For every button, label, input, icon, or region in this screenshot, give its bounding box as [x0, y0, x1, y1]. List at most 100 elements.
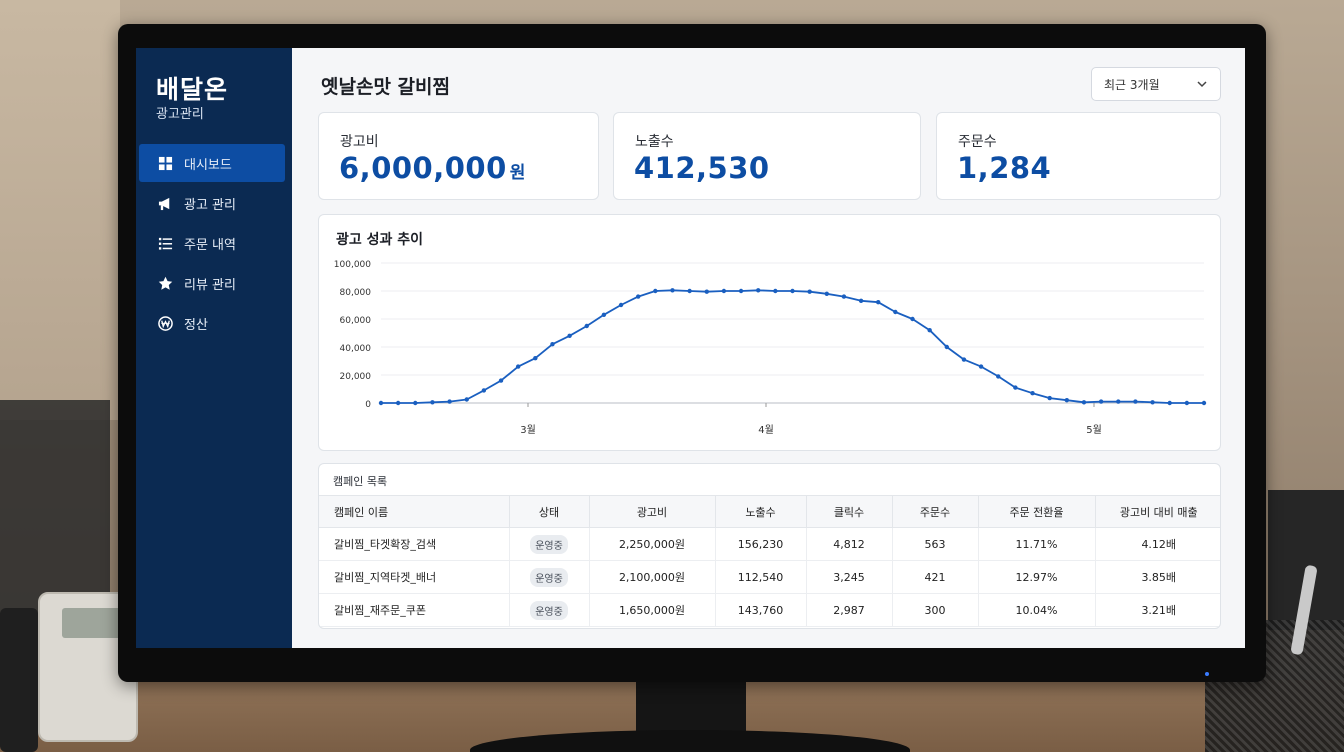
data-point	[1081, 400, 1087, 405]
desk-phone-screen	[62, 608, 122, 638]
kpi-value: 6,000,000 원	[339, 151, 526, 185]
kpi-number: 6,000,000	[339, 151, 507, 185]
grid-icon	[157, 155, 173, 171]
status-badge: 운영중	[530, 534, 568, 554]
column-roas-header[interactable]: 광고비 대비 매출	[1095, 495, 1220, 528]
data-point	[464, 397, 469, 402]
column-name-cell: 갈비찜_재주문_쿠폰	[319, 593, 510, 627]
sidebar-nav: 대시보드 광고 관리 주문 내역 리뷰 관리	[139, 144, 285, 344]
column-ad-cost-cell: 2,100,000원	[589, 560, 716, 594]
column-conversion-cell: 11.71%	[978, 527, 1096, 561]
column-impressions-cell: 143,760	[715, 593, 807, 627]
column-status-cell: 운영중	[509, 593, 590, 627]
megaphone-icon	[157, 195, 173, 211]
data-point	[1150, 400, 1155, 405]
period-select[interactable]: 최근 3개월	[1091, 67, 1221, 101]
x-tick-label: 3월	[520, 424, 536, 436]
sidebar-item-label: 정산	[184, 317, 208, 333]
table-row[interactable]: 갈비찜_재주문_쿠폰 운영중 1,650,000원 143,760 2,987 300 10…	[319, 593, 1220, 627]
data-point	[670, 288, 675, 293]
data-point	[1133, 399, 1138, 404]
column-status-header[interactable]: 상태	[509, 495, 590, 528]
data-point	[1167, 400, 1172, 406]
data-point	[721, 288, 727, 294]
column-clicks-cell: 4,812	[806, 527, 893, 561]
kpi-value: 1,284	[957, 151, 1051, 185]
kpi-card-ad-cost: 광고비 6,000,000 원	[318, 112, 599, 200]
chevron-down-icon	[1197, 81, 1207, 88]
x-tick-label: 5월	[1086, 424, 1102, 436]
sidebar-item-dashboard[interactable]: 대시보드	[139, 144, 285, 182]
column-orders-cell: 563	[892, 527, 979, 561]
chart-title: 광고 성과 추이	[336, 232, 424, 248]
kpi-label: 주문수	[958, 134, 997, 150]
column-impressions-header[interactable]: 노출수	[715, 495, 807, 528]
brand-subtitle: 광고관리	[156, 107, 204, 122]
table-row[interactable]: 갈비찜_타겟확장_검색 운영중 2,250,000원 156,230 4,812 563 1…	[319, 527, 1220, 561]
column-ad-cost-cell: 2,250,000원	[589, 527, 716, 561]
column-impressions-cell: 112,540	[715, 560, 807, 594]
data-point	[533, 356, 538, 361]
table-header-row: 캠페인 이름 상태 광고비 노출수 클릭수 주문수 주문 전환율 광고비 대비 매출	[319, 495, 1220, 528]
performance-chart: 100,000 80,000 60,000 40,000 20,000 0 3월 4월 5월	[334, 260, 1207, 436]
column-clicks-header[interactable]: 클릭수	[806, 495, 893, 528]
data-point	[756, 288, 761, 293]
chart-card: 광고 성과 추이 100,000 80,000 60,000 40,000 20,000…	[318, 214, 1221, 451]
y-tick-label: 0	[365, 400, 371, 410]
list-icon	[157, 235, 173, 251]
column-status-cell: 운영중	[509, 560, 590, 594]
sidebar-item-label: 리뷰 관리	[184, 277, 236, 293]
data-point	[1201, 400, 1207, 406]
data-point	[961, 357, 967, 362]
kpi-label: 노출수	[635, 134, 674, 150]
column-clicks-cell: 3,245	[806, 560, 893, 594]
main-content: 옛날손맛 갈비찜 최근 3개월 광고비 6,000,000 원 노출수 412,5…	[292, 48, 1245, 648]
column-orders-header[interactable]: 주문수	[892, 495, 979, 528]
brand-logo[interactable]: 배달온	[156, 75, 229, 104]
data-point	[584, 323, 589, 329]
data-point	[1184, 400, 1190, 406]
data-point	[824, 291, 829, 296]
data-point	[618, 302, 624, 308]
y-tick-label: 20,000	[340, 372, 372, 382]
page-title: 옛날손맛 갈비찜	[321, 76, 450, 98]
sidebar-item-label: 대시보드	[184, 157, 232, 173]
y-tick-label: 60,000	[340, 316, 372, 326]
column-roas-cell: 4.12배	[1095, 527, 1220, 561]
sidebar-item-settlement[interactable]: 정산	[139, 304, 285, 342]
data-point	[910, 316, 915, 322]
column-roas-cell: 3.85배	[1095, 560, 1220, 594]
data-point	[858, 298, 864, 303]
table-row[interactable]: 갈비찜_지역타겟_배너 운영중 2,100,000원 112,540 3,245 421 1…	[319, 560, 1220, 594]
column-name-header[interactable]: 캠페인 이름	[319, 495, 510, 528]
sidebar-item-orders[interactable]: 주문 내역	[139, 224, 285, 262]
sidebar-item-label: 광고 관리	[184, 197, 236, 213]
data-point	[893, 309, 898, 315]
sidebar-item-reviews[interactable]: 리뷰 관리	[139, 264, 285, 302]
kpi-number: 412,530	[634, 151, 770, 185]
column-orders-cell: 421	[892, 560, 979, 594]
column-status-cell: 운영중	[509, 527, 590, 561]
period-select-value: 최근 3개월	[1104, 77, 1160, 92]
kpi-number: 1,284	[957, 151, 1052, 185]
kpi-unit: 원	[509, 163, 526, 183]
data-point	[567, 333, 572, 338]
data-point	[996, 374, 1001, 379]
data-point	[498, 378, 504, 383]
kpi-value: 412,530	[634, 151, 770, 185]
campaign-table-card: 캠페인 목록 캠페인 이름 상태 광고비 노출수 클릭수 주문수 주문 전환율 광고비 대비 …	[318, 463, 1221, 629]
column-orders-cell: 300	[892, 593, 979, 627]
data-point	[447, 399, 452, 404]
status-badge: 운영중	[530, 567, 568, 587]
column-conversion-header[interactable]: 주문 전환율	[978, 495, 1096, 528]
sidebar: 배달온 광고관리 대시보드 광고 관리 주문 내역	[136, 48, 292, 648]
data-point	[738, 288, 744, 294]
kpi-card-impressions: 노출수 412,530	[613, 112, 921, 200]
sidebar-item-ads[interactable]: 광고 관리	[139, 184, 285, 222]
y-tick-label: 40,000	[340, 344, 372, 354]
column-ad-cost-header[interactable]: 광고비	[589, 495, 716, 528]
x-tick-label: 4월	[758, 424, 774, 436]
power-led	[1205, 672, 1209, 676]
won-icon	[157, 315, 173, 331]
data-point	[687, 288, 692, 294]
